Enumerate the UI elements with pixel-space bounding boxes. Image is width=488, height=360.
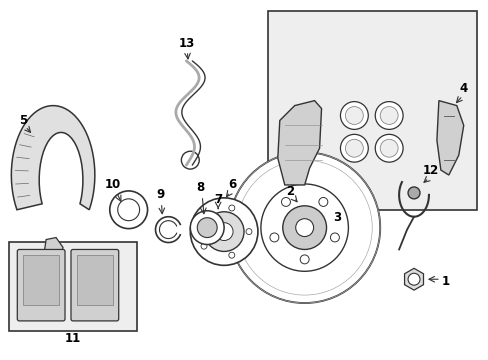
Text: 12: 12	[422, 163, 438, 176]
Bar	[267, 11, 476, 210]
Circle shape	[295, 219, 313, 237]
Circle shape	[374, 102, 402, 129]
Text: 8: 8	[196, 181, 204, 194]
Polygon shape	[436, 100, 463, 175]
Circle shape	[228, 152, 380, 303]
Circle shape	[181, 151, 199, 169]
Circle shape	[201, 243, 206, 249]
Circle shape	[374, 134, 402, 162]
Text: 3: 3	[333, 211, 341, 224]
Circle shape	[281, 198, 290, 206]
Text: 13: 13	[178, 37, 194, 50]
Text: 11: 11	[65, 332, 81, 345]
FancyBboxPatch shape	[17, 249, 65, 321]
Circle shape	[190, 211, 224, 244]
Circle shape	[228, 252, 234, 258]
Circle shape	[228, 205, 234, 211]
Text: 7: 7	[214, 193, 222, 206]
Circle shape	[201, 214, 206, 220]
FancyBboxPatch shape	[71, 249, 119, 321]
Text: 1: 1	[441, 275, 449, 288]
Circle shape	[340, 102, 367, 129]
Text: 9: 9	[156, 188, 164, 201]
Circle shape	[261, 184, 347, 271]
Circle shape	[318, 198, 327, 206]
Bar	[77, 255, 113, 305]
Circle shape	[407, 273, 419, 285]
Circle shape	[330, 233, 339, 242]
Text: 10: 10	[104, 179, 121, 192]
Polygon shape	[43, 238, 63, 267]
Circle shape	[282, 206, 326, 249]
Bar	[9, 242, 136, 331]
Circle shape	[245, 229, 251, 235]
Circle shape	[300, 255, 308, 264]
Circle shape	[215, 223, 233, 240]
Polygon shape	[277, 100, 321, 185]
Circle shape	[190, 198, 257, 265]
Polygon shape	[11, 105, 95, 210]
Circle shape	[345, 107, 363, 125]
Circle shape	[197, 218, 217, 238]
Circle shape	[380, 107, 397, 125]
Text: 6: 6	[227, 179, 236, 192]
Circle shape	[340, 134, 367, 162]
Bar	[23, 255, 59, 305]
Text: 4: 4	[459, 82, 467, 95]
Circle shape	[345, 139, 363, 157]
Circle shape	[407, 187, 419, 199]
Circle shape	[380, 139, 397, 157]
Polygon shape	[404, 268, 423, 290]
Text: 2: 2	[285, 185, 293, 198]
Circle shape	[269, 233, 278, 242]
Text: 5: 5	[19, 114, 27, 127]
Circle shape	[204, 212, 244, 251]
